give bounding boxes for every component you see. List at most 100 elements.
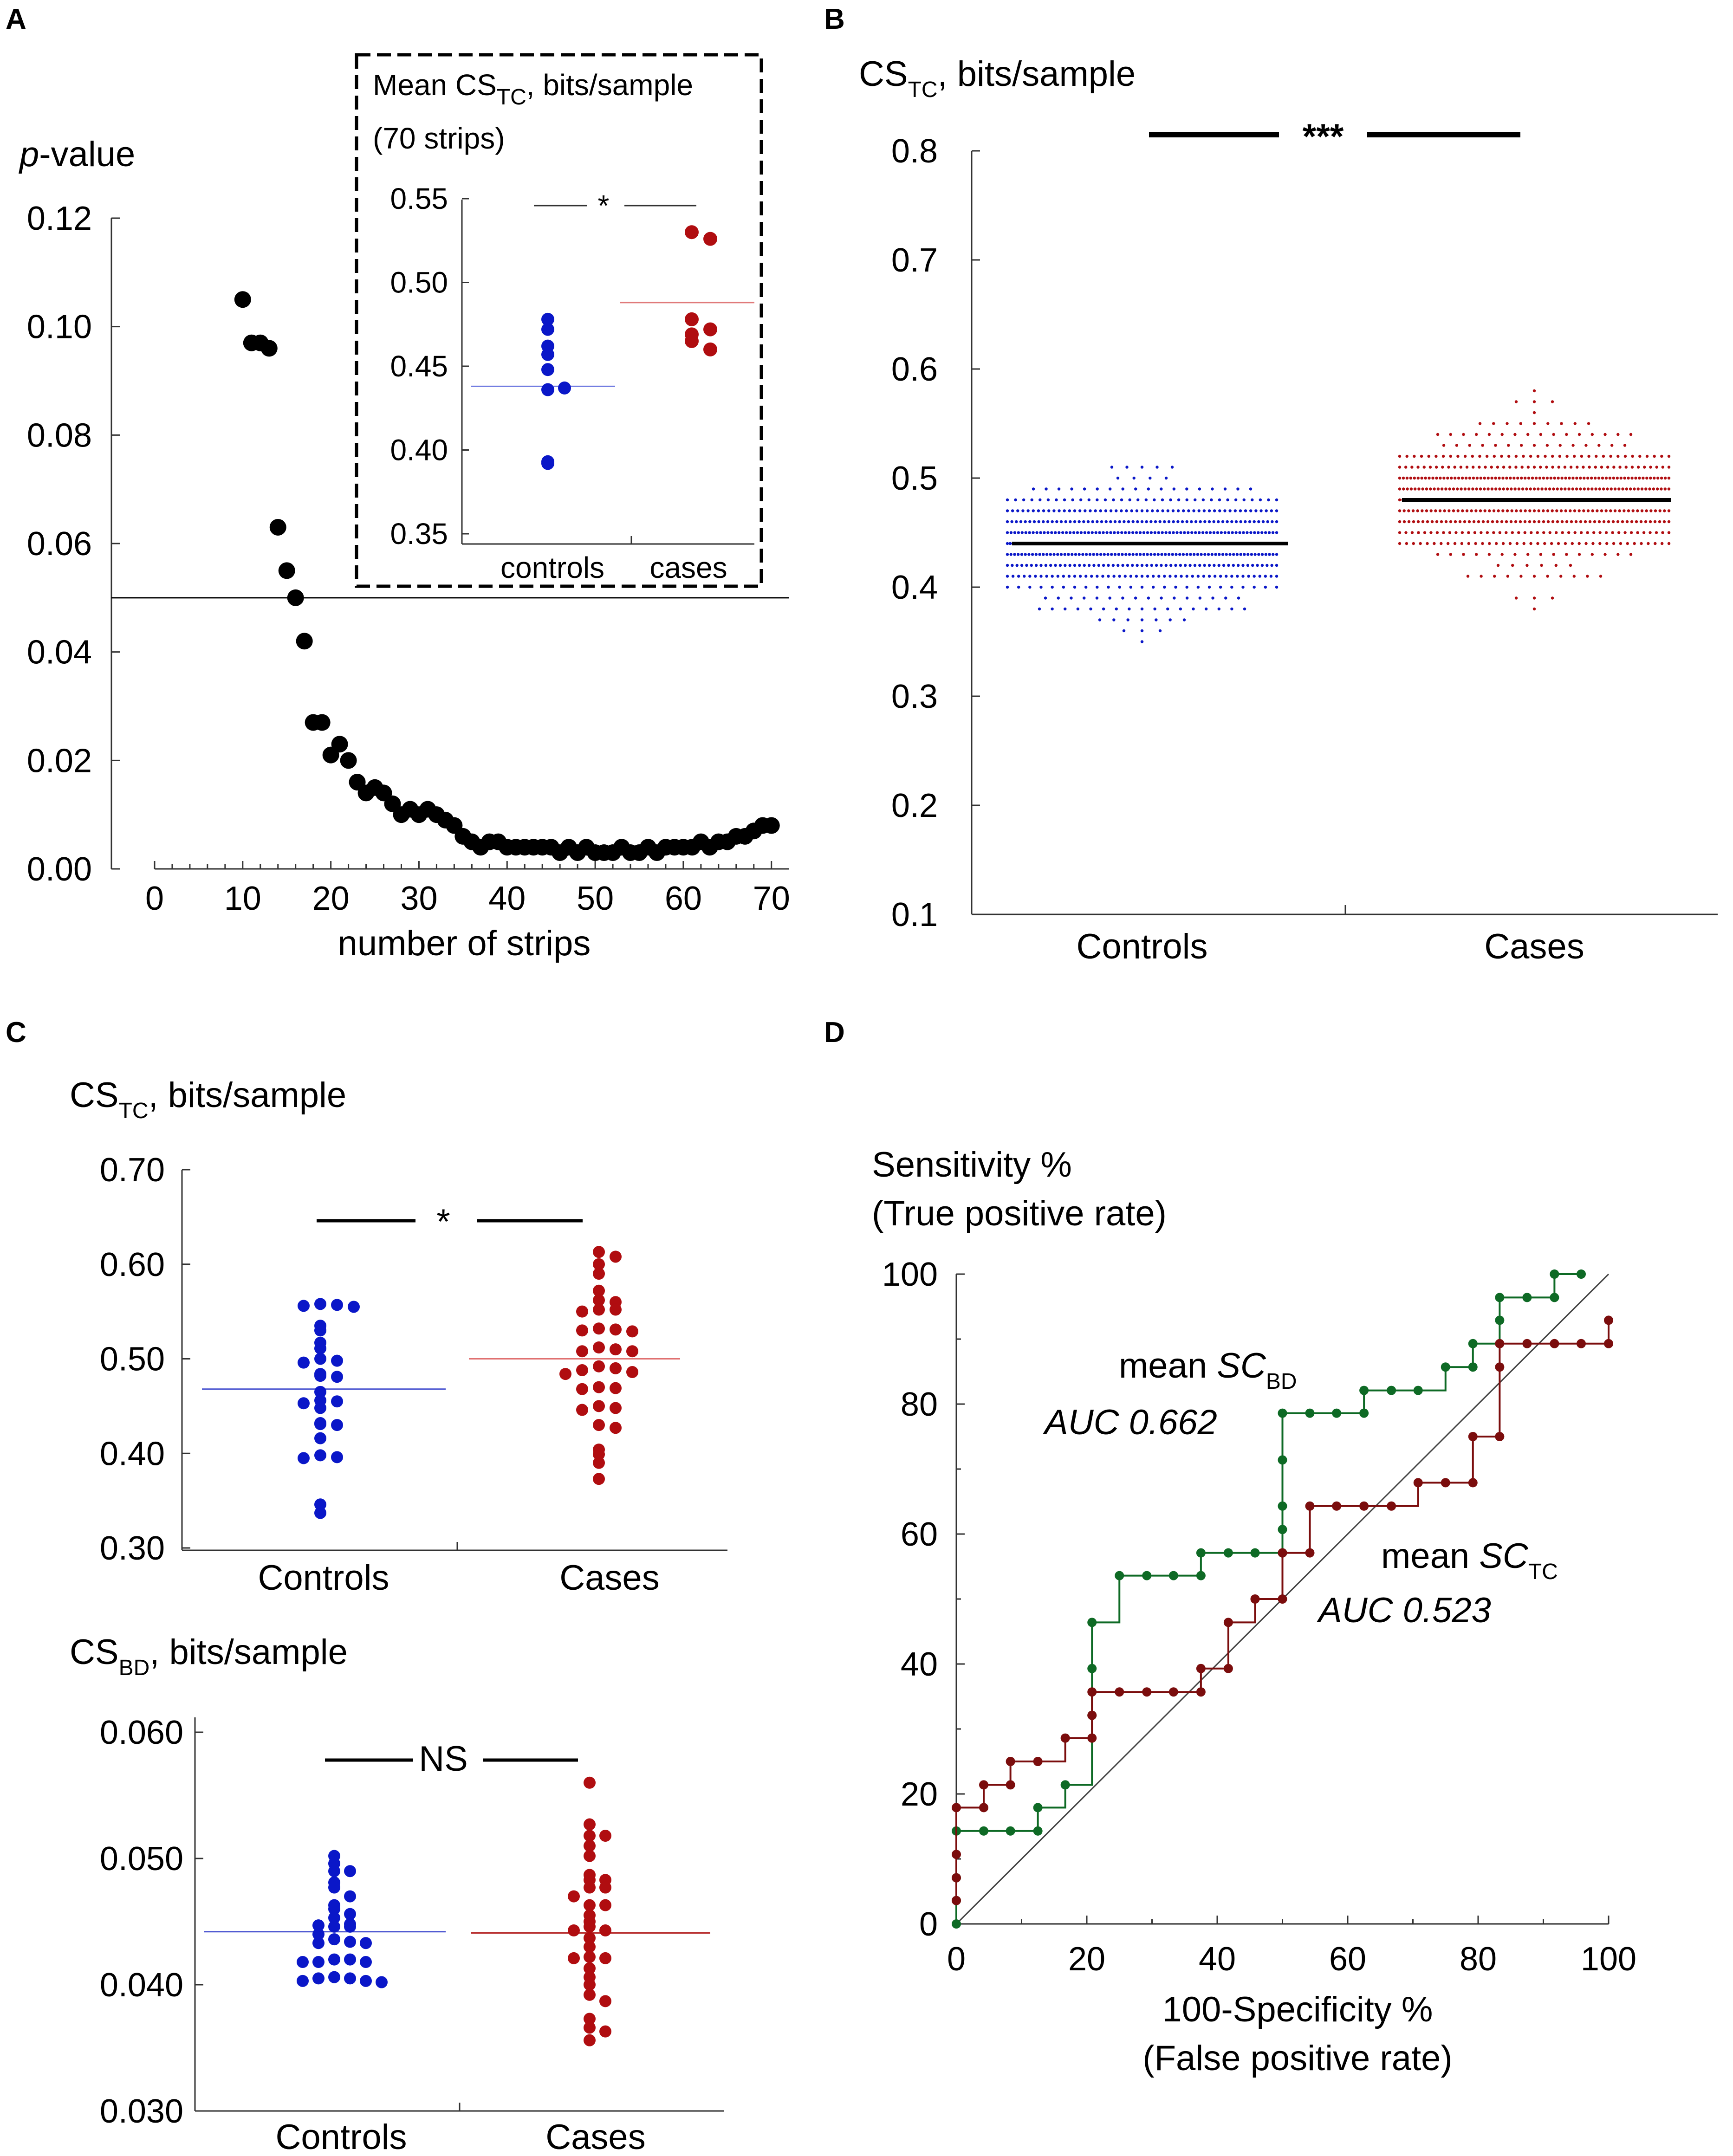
- panel-b-cases-point: [1539, 433, 1543, 436]
- panel-a-title: p-value: [19, 135, 135, 174]
- panel-b-controls-point: [1170, 466, 1174, 469]
- panel-b-controls-point: [1136, 498, 1140, 502]
- panel-a-point: [287, 589, 304, 606]
- panel-c-top-cases-point: [559, 1368, 571, 1380]
- panel-b-controls-point: [1096, 520, 1099, 524]
- panel-b-controls-point: [1226, 520, 1229, 524]
- panel-b-cases-point: [1582, 509, 1585, 512]
- panel-d-bd-point: [1196, 1571, 1206, 1580]
- panel-b-controls-point: [1243, 553, 1246, 556]
- panel-d-auc-tc: AUC 0.523: [1317, 1591, 1491, 1630]
- panel-b-controls-point: [1145, 520, 1148, 524]
- panel-b-controls-point: [1006, 585, 1009, 589]
- panel-b-cases-point: [1537, 520, 1541, 524]
- panel-b-cases-point: [1464, 476, 1468, 480]
- panel-b-cases-point: [1490, 487, 1494, 491]
- panel-b-controls-point: [1167, 553, 1171, 556]
- panel-b-controls-point: [1110, 466, 1114, 469]
- panel-b-controls-point: [1052, 509, 1056, 512]
- panel-b-cases-point: [1417, 531, 1420, 534]
- panel-b-cases-point: [1456, 454, 1460, 458]
- panel-b-cases-point: [1462, 553, 1465, 556]
- panel-b-cases-point: [1478, 466, 1481, 469]
- panel-b-controls-point: [1185, 585, 1188, 589]
- panel-b-cases-point: [1623, 454, 1627, 458]
- panel-b-controls-point: [1243, 607, 1246, 611]
- panel-b-cases-point: [1599, 575, 1603, 578]
- panel-b-controls-point: [1230, 607, 1233, 611]
- panel-b-controls-point: [1187, 531, 1190, 534]
- panel-b-cases-point: [1557, 466, 1560, 469]
- panel-b-controls-point: [1203, 563, 1206, 567]
- panel-b-cases-point: [1417, 487, 1421, 491]
- panel-b-controls-point: [1064, 531, 1068, 534]
- panel-b-cases-point: [1425, 509, 1428, 512]
- panel-c-top-cases-point: [576, 1324, 588, 1337]
- panel-b-controls-point: [1109, 531, 1112, 534]
- panel-b-controls-point: [1142, 553, 1146, 556]
- panel-b-cases-point: [1591, 542, 1595, 545]
- panel-b-controls-point: [1181, 520, 1184, 524]
- panel-c-top-cases-point: [593, 1473, 605, 1485]
- panel-b-controls-point: [1246, 553, 1250, 556]
- panel-b-cases-point: [1579, 520, 1583, 524]
- panel-b-cases-point: [1447, 509, 1451, 512]
- panel-b-controls-point: [1136, 563, 1139, 567]
- panel-d-bd-point: [1223, 1548, 1233, 1558]
- panel-b-controls-point: [1256, 563, 1259, 567]
- panel-b-cases-point: [1502, 487, 1505, 491]
- panel-b-controls-point: [1102, 531, 1105, 534]
- panel-b-cases-point: [1565, 433, 1568, 436]
- panel-a-xtick-label: 50: [577, 880, 614, 917]
- panel-b-cases-point: [1505, 531, 1508, 534]
- inset-cases-point: [685, 334, 699, 348]
- panel-b-controls-point: [1072, 531, 1076, 534]
- panel-b-cases-point: [1439, 476, 1442, 480]
- panel-b-controls-point: [1097, 563, 1100, 567]
- inset-subtitle: (70 strips): [373, 122, 505, 155]
- panel-b-controls-point: [1228, 509, 1232, 512]
- panel-c-bottom-cases-point: [599, 1830, 611, 1842]
- panel-b-cases-point: [1515, 542, 1519, 545]
- panel-b-controls-point: [1019, 520, 1023, 524]
- panel-b-controls-point: [1140, 585, 1144, 589]
- panel-b-controls-point: [1227, 563, 1230, 567]
- panel-b-controls-point: [1190, 520, 1193, 524]
- panel-d-tc-point: [979, 1803, 989, 1813]
- panel-c-bottom-cases-point: [599, 1924, 611, 1937]
- panel-b-cases-point: [1586, 487, 1590, 491]
- panel-b-controls-point: [1146, 575, 1149, 578]
- panel-d-tc-point: [1468, 1432, 1478, 1441]
- panel-b-controls-point: [1017, 575, 1020, 578]
- panel-b-controls-point: [1259, 498, 1262, 502]
- inset-xlabel-cases: cases: [649, 551, 727, 584]
- panel-a-ytick-label: 0.00: [27, 851, 92, 888]
- panel-b-controls-point: [1140, 575, 1144, 578]
- panel-b-cases-point: [1526, 466, 1530, 469]
- panel-b-cases-point: [1565, 553, 1568, 556]
- panel-b-controls-point: [1151, 509, 1154, 512]
- panel-b-cases-point: [1475, 487, 1478, 491]
- panel-c-bottom-cases-point: [584, 1899, 596, 1911]
- panel-b-cases-point: [1450, 476, 1453, 480]
- panel-b-controls-point: [1164, 563, 1168, 567]
- panel-d-bd-point: [1332, 1408, 1342, 1418]
- panel-b-cases-point: [1577, 553, 1581, 556]
- panel-b-cases-point: [1536, 531, 1539, 534]
- panel-b-cases-point: [1570, 520, 1573, 524]
- panel-b-controls-point: [1073, 563, 1077, 567]
- panel-c-top-cases-point: [610, 1402, 622, 1414]
- panel-b-controls-point: [1271, 520, 1274, 524]
- panel-b-controls-point: [1032, 520, 1036, 524]
- panel-b-cases-point: [1433, 487, 1436, 491]
- panel-c-bottom-controls-point: [328, 1881, 340, 1894]
- panel-b-controls-point: [1090, 575, 1093, 578]
- panel-b-controls-point: [1153, 498, 1156, 502]
- panel-b-controls-point: [1174, 563, 1177, 567]
- panel-b-controls-point: [1062, 585, 1065, 589]
- panel-d-auc-bd: AUC 0.662: [1043, 1403, 1217, 1442]
- panel-b-controls-point: [1034, 553, 1038, 556]
- panel-b-controls-point: [1089, 607, 1092, 611]
- panel-b-controls-point: [1125, 466, 1129, 469]
- panel-b-cases-point: [1398, 454, 1402, 458]
